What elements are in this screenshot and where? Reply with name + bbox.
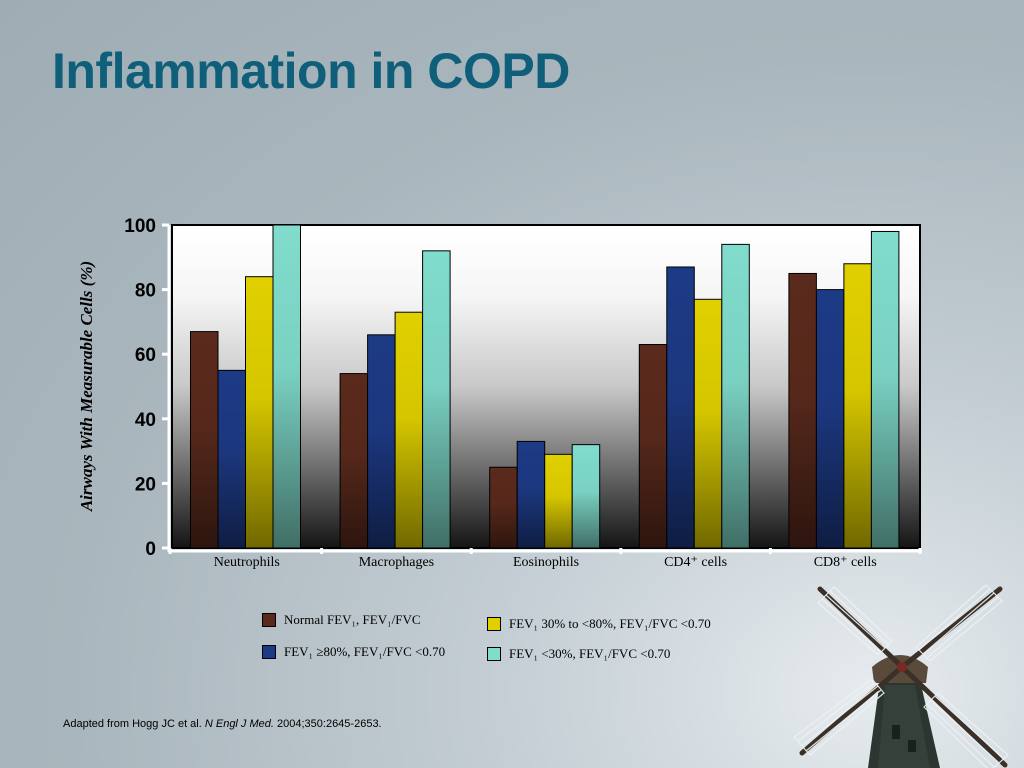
bar-shade-2-1	[517, 441, 545, 548]
legend-swatch-mild	[262, 645, 276, 659]
source-journal: N Engl J Med.	[204, 718, 274, 730]
y-tick-label-5: 100	[124, 216, 156, 237]
x-tick-label-3: CD4⁺ cells	[664, 555, 727, 570]
legend-label-severe: FEV₁ <30%, FEV₁/FVC <0.70	[509, 646, 671, 661]
y-tick-label-3: 60	[135, 345, 156, 366]
source-reference: 2004;350:2645-2653.	[277, 718, 382, 730]
legend-label-normal: Normal FEV₁, FEV₁/FVC	[284, 612, 421, 627]
bar-shade-0-0	[190, 331, 218, 548]
x-tick-label-0: Neutrophils	[214, 555, 280, 570]
bar-chart: 0 20 40 60 80 100 Neutrophils Macrophages Eosin…	[77, 216, 922, 570]
y-axis: 0 20 40 60 80 100	[124, 216, 171, 560]
bar-shade-2-3	[572, 444, 600, 548]
legend-label-moderate: FEV₁ 30% to <80%, FEV₁/FVC <0.70	[509, 616, 711, 631]
legend-swatch-normal	[262, 613, 276, 627]
bar-shade-1-1	[367, 334, 396, 548]
windmill-image	[793, 584, 1009, 768]
x-tick-label-2: Eosinophils	[513, 555, 579, 570]
y-tick-label-4: 80	[135, 281, 156, 302]
legend-swatch-moderate	[487, 617, 501, 631]
legend-item-moderate: FEV₁ 30% to <80%, FEV₁/FVC <0.70	[487, 616, 711, 632]
legend-item-mild: FEV₁ ≥80%, FEV₁/FVC <0.70	[262, 644, 445, 660]
x-axis: Neutrophils Macrophages Eosinophils CD4⁺ ce…	[168, 548, 922, 570]
legend-label-mild: FEV₁ ≥80%, FEV₁/FVC <0.70	[284, 644, 446, 659]
bar-shade-1-2	[395, 312, 423, 548]
bar-shade-4-3	[871, 231, 899, 548]
slide-title: Inflammation in COPD	[52, 43, 570, 99]
bar-shade-2-0	[489, 467, 518, 548]
legend-item-severe: FEV₁ <30%, FEV₁/FVC <0.70	[487, 646, 670, 662]
legend-item-normal: Normal FEV₁, FEV₁/FVC	[262, 612, 421, 628]
bar-shade-4-0	[788, 273, 817, 548]
bar-shade-1-3	[422, 250, 451, 548]
y-axis-title: Airways With Measurable Cells (%)	[77, 261, 96, 512]
bar-shade-2-2	[544, 454, 573, 548]
source-citation: Adapted from Hogg JC et al. N Engl J Med…	[63, 718, 382, 730]
bar-shade-3-0	[639, 344, 667, 548]
y-tick-label-1: 20	[135, 474, 156, 495]
bar-shade-3-3	[721, 244, 750, 548]
y-tick-label-0: 0	[145, 539, 156, 560]
bar-shade-0-1	[218, 370, 246, 548]
bar-shade-1-0	[340, 373, 368, 548]
x-tick-label-4: CD8⁺ cells	[814, 555, 877, 570]
y-tick-label-2: 40	[135, 410, 156, 431]
bar-shade-0-2	[245, 276, 273, 548]
bar-shade-4-2	[843, 263, 872, 548]
bar-shade-3-1	[666, 266, 695, 548]
bar-shade-0-3	[273, 225, 301, 548]
x-tick-label-1: Macrophages	[359, 555, 434, 570]
bar-shade-4-1	[816, 289, 844, 548]
source-prefix: Adapted from Hogg JC et al.	[63, 718, 202, 730]
bars-group	[190, 224, 900, 549]
legend-swatch-severe	[487, 647, 501, 661]
bar-shade-3-2	[694, 299, 722, 548]
